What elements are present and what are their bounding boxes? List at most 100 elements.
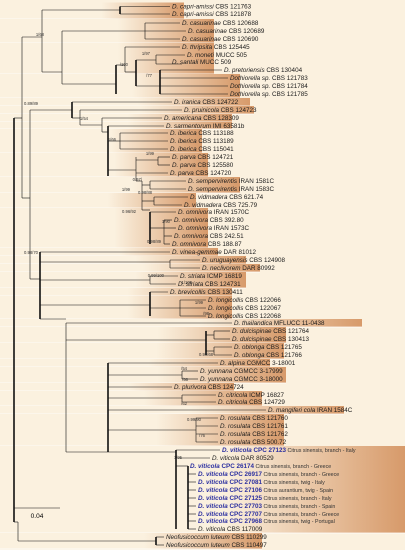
leaf-label: D. parva CBS 124721 xyxy=(172,154,234,161)
support-value: 0.98/88 xyxy=(138,190,153,195)
leaf-label: D. vinea-gemmae DAR 81012 xyxy=(172,249,257,256)
leaf-label: D. sempervirentis IRAN 1581C xyxy=(188,178,275,185)
clade-band xyxy=(0,43,214,74)
leaf-label: D. yunnana CGMCC 3-17999 xyxy=(200,368,283,375)
leaf-label: D. plurivora CBS 124724 xyxy=(174,384,244,391)
leaf-label: D. capri-amissi CBS 121763 xyxy=(172,4,252,11)
clade-band xyxy=(0,288,232,296)
leaf-label: D. vidmadera CBS 621.74 xyxy=(190,194,264,201)
leaf-label: D. iberica CBS 115041 xyxy=(170,146,234,153)
leaf-label: D. omnivora IRAN 1570C xyxy=(178,209,250,216)
leaf-label: D. viticola CPC 27125 Citrus sinensis, b… xyxy=(198,495,332,502)
support-value: 0.98/89 xyxy=(147,239,162,244)
leaf-label: D. viticola CPC 27703 Citrus sinensis, b… xyxy=(198,503,335,510)
leaf-label: D. striata CBS 124731 xyxy=(178,281,241,288)
leaf-label: D. santali MUCC 509 xyxy=(172,59,232,66)
leaf-label: D. iranica CBS 124722 xyxy=(174,99,239,106)
clade-band xyxy=(0,446,405,533)
support-value: 1/54 xyxy=(80,116,89,121)
support-value: 0.98/70 xyxy=(24,250,39,255)
leaf-label: Neofusicoccum luteum CBS 110497 xyxy=(166,542,267,549)
clade-band xyxy=(0,343,284,359)
leaf-label: D. viticola CPC 26917 Citrus sinensis, b… xyxy=(198,471,339,478)
support-value: /62 xyxy=(181,401,187,406)
support-value: 1/66 xyxy=(108,137,117,142)
support-value: 0.89/89 xyxy=(24,101,39,106)
leaf-label: D. longicollis CBS 122068 xyxy=(208,313,281,320)
leaf-label: D. brevicollis CBS 130411 xyxy=(170,289,243,296)
support-value: 1/97 xyxy=(142,51,151,56)
support-value: /54 xyxy=(181,366,187,371)
clade-band xyxy=(0,264,260,272)
leaf-label: D. parva CBS 125580 xyxy=(172,162,234,169)
support-value: 1/95 xyxy=(174,455,183,460)
leaf-label: D. neclivorem DAR 80992 xyxy=(202,265,275,272)
support-value: 0.99/100 xyxy=(148,273,165,278)
support-value: 1/68 xyxy=(36,32,45,37)
clade-band xyxy=(0,193,196,208)
leaf-label: D. omnivora IRAN 1573C xyxy=(178,225,250,232)
leaf-label: Neofusicoccum luteum CBS 110299 xyxy=(166,534,267,541)
leaf-label: D. uruguayensis CBS 124908 xyxy=(202,257,285,264)
support-value: /100 xyxy=(120,62,129,67)
leaf-label: D. viticola CBS 117009 xyxy=(198,526,263,533)
leaf-label: D. oblonga CBS 121766 xyxy=(234,352,302,359)
leaf-label: D. viticola CPC 27968 Citrus sinensis, t… xyxy=(198,518,335,525)
leaf-label: D. parva CBS 124720 xyxy=(170,170,232,177)
leaf-label: D. citricola CBS 124729 xyxy=(218,399,285,406)
clade-band xyxy=(0,122,232,129)
leaf-label: D. longicollis CBS 122067 xyxy=(208,305,281,312)
support-value: 1/99 xyxy=(195,300,204,305)
leaf-label: D. iberica CBS 113189 xyxy=(170,138,234,145)
leaf-label: D. iberica CBS 113188 xyxy=(170,130,234,137)
support-value: /56 xyxy=(182,377,188,382)
leaf-label: D. casuarinae CBS 120689 xyxy=(188,28,265,35)
leaf-label: D. thripsita CBS 125445 xyxy=(182,44,250,51)
leaf-label: D. mangiferi cola IRAN 1584C xyxy=(268,407,353,414)
clade-band xyxy=(0,2,184,19)
leaf-label: D. capri-amissi CBS 121878 xyxy=(172,11,252,18)
support-value: 1/99 xyxy=(122,187,131,192)
leaf-label: D. omnivora CBS 242.51 xyxy=(174,233,244,240)
leaf-label: D. viticola CPC 27707 Citrus sinensis, b… xyxy=(198,511,339,518)
leaf-label: D. thailandica MFLUCC 11-0438 xyxy=(234,320,325,327)
leaf-label: D. americana CBS 128309 xyxy=(164,115,239,122)
leaf-label: D. rosulata CBS 121762 xyxy=(220,431,288,438)
support-value: 0.96/92 xyxy=(122,209,137,214)
leaf-label: D. omnivora CBS 188.87 xyxy=(172,241,242,248)
leaf-label: D. pretoriensis CBS 130404 xyxy=(224,67,303,74)
leaf-label: D. moneti MUCC 505 xyxy=(187,52,247,59)
support-value: 0.99/90 xyxy=(187,417,202,422)
support-value: 0.99/68 xyxy=(199,352,214,357)
leaf-label: Dothiorella sp. CBS 121784 xyxy=(230,83,308,90)
clade-band xyxy=(0,256,246,264)
tree-branches xyxy=(13,6,266,546)
leaf-label: D. dulcispinae CBS 121764 xyxy=(232,328,310,335)
support-value: /76 xyxy=(199,433,205,438)
leaf-label: D. casuarinae CBS 120688 xyxy=(182,20,259,27)
leaf-label: D. viticola CPC 26174 Citrus sinensis, b… xyxy=(190,463,331,470)
leaf-label: D. striata ICMP 16819 xyxy=(180,273,242,280)
leaf-label: D. rosulata CBS 121760 xyxy=(220,415,288,422)
leaf-label: D. casuarinae CBS 120690 xyxy=(182,36,259,43)
leaf-label: D. rosulata CBS 121761 xyxy=(220,423,288,430)
leaf-label: D. vidmadera CBS 725.79 xyxy=(184,202,258,209)
clade-band xyxy=(0,153,208,177)
support-value: 1/99 xyxy=(146,151,155,156)
support-value: 0.97/ xyxy=(133,177,143,182)
scale-bar: 0.04 xyxy=(14,507,60,520)
clade-band xyxy=(0,296,232,319)
leaf-label: D. viticola CPC 27106 Citrus aurantium, … xyxy=(198,487,333,494)
leaf-label: D. oblonga CBS 121765 xyxy=(234,344,302,351)
clade-band xyxy=(0,129,202,153)
support-value: 1/100 xyxy=(182,280,193,285)
leaf-label: D. dulcispinae CBS 130413 xyxy=(232,336,310,343)
leaf-label: Dothiorella sp. CBS 121783 xyxy=(230,75,308,82)
support-value: /98 xyxy=(203,311,209,316)
leaf-label: D. longicollis CBS 122066 xyxy=(208,297,281,304)
leaf-label: Dothiorella sp. CBS 121785 xyxy=(230,91,308,98)
leaf-label: D. omnivora CBS 392.80 xyxy=(174,217,244,224)
leaf-label: D. pruinicola CBS 124723 xyxy=(184,107,257,114)
